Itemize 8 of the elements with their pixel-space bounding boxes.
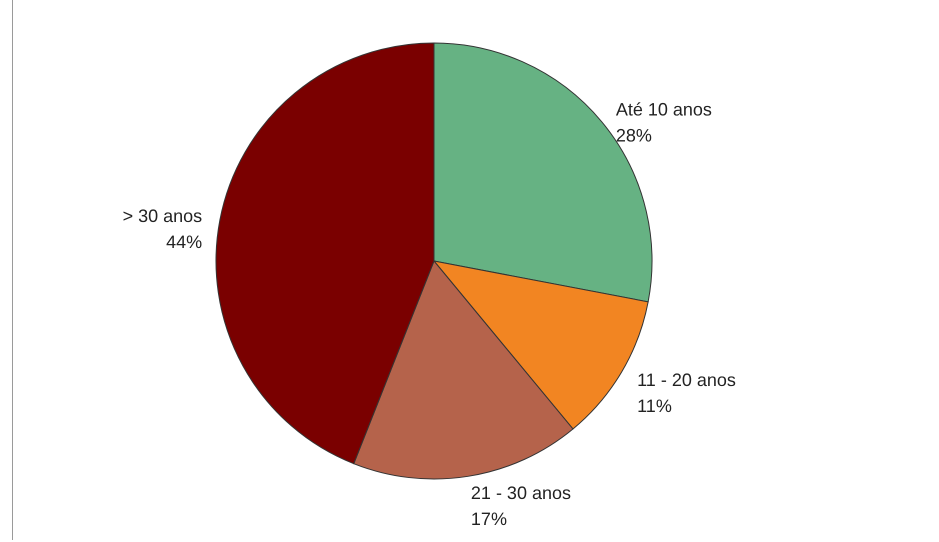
slice-label: > 30 anos — [122, 206, 202, 226]
slice-label: Até 10 anos — [616, 100, 712, 120]
data-label: 17% — [470, 509, 507, 530]
data-label: 28% — [616, 126, 652, 146]
slice-label: 11 - 20 anos — [637, 370, 736, 390]
data-label: 44% — [166, 232, 202, 252]
data-label: 11% — [637, 396, 672, 416]
slice-label: 21 - 30 anos — [470, 483, 571, 504]
